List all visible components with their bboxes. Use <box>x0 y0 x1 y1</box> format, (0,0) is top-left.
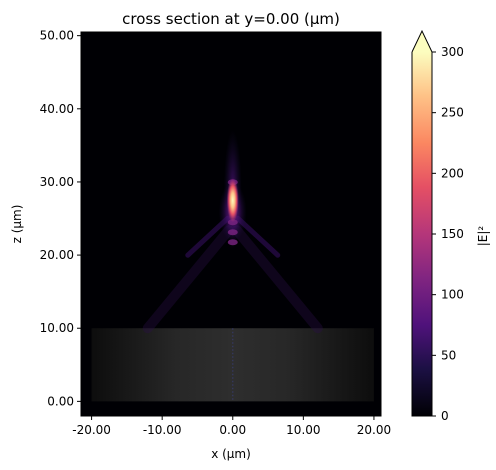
field-intensity <box>142 130 323 402</box>
diffraction-beam <box>142 225 234 334</box>
colorbar-tick-label: 250 <box>441 106 464 120</box>
colorbar-tick-label: 50 <box>441 348 456 362</box>
y-tick-label: 30.00 <box>40 175 74 189</box>
focal-spot <box>226 178 239 223</box>
x-tick-label: 10.00 <box>286 423 320 437</box>
colorbar-tick-label: 300 <box>441 45 464 59</box>
y-tick-label: 40.00 <box>40 102 74 116</box>
field-map <box>81 32 381 416</box>
x-tick-label: 0.00 <box>219 423 246 437</box>
y-axis: 0.00 10.00 20.00 30.00 40.00 50.00 <box>40 29 81 408</box>
colorbar-tick-label: 200 <box>441 166 464 180</box>
x-tick-label: 20.00 <box>357 423 391 437</box>
field-lobe <box>227 229 238 236</box>
y-axis-label: z (μm) <box>10 205 24 244</box>
x-tick-label: -10.00 <box>143 423 182 437</box>
colorbar-tick-label: 150 <box>441 227 464 241</box>
colorbar-ticks: 0 50 100 150 200 250 300 <box>432 45 464 423</box>
x-axis: -20.00 -10.00 0.00 10.00 20.00 <box>72 416 391 437</box>
colorbar: 0 50 100 150 200 250 300 |E|² <box>411 29 490 423</box>
colorbar-tick-label: 100 <box>441 288 464 302</box>
field-lobe <box>227 239 238 246</box>
x-tick-label: -20.00 <box>72 423 111 437</box>
y-tick-label: 0.00 <box>47 394 74 408</box>
y-tick-label: 20.00 <box>40 248 74 262</box>
y-tick-label: 50.00 <box>40 29 74 43</box>
plot-frame <box>80 31 382 417</box>
x-axis-label: x (μm) <box>211 447 251 461</box>
diffraction-beam <box>231 225 323 334</box>
chart-title: cross section at y=0.00 (μm) <box>122 10 340 28</box>
y-tick-label: 10.00 <box>40 321 74 335</box>
colorbar-label: |E|² <box>476 226 490 247</box>
colorbar-extend-arrow <box>411 29 433 53</box>
colorbar-tick-label: 0 <box>441 409 449 423</box>
colorbar-gradient <box>412 52 432 416</box>
